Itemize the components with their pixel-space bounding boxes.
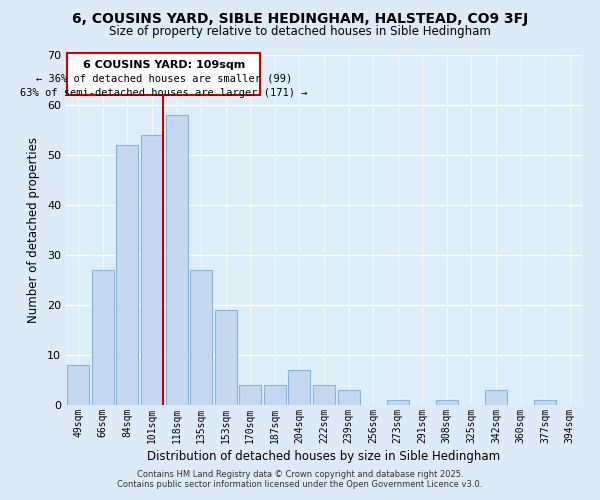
X-axis label: Distribution of detached houses by size in Sible Hedingham: Distribution of detached houses by size … <box>148 450 500 463</box>
Bar <box>239 385 262 405</box>
Bar <box>116 145 139 405</box>
Bar <box>338 390 359 405</box>
Text: ← 36% of detached houses are smaller (99): ← 36% of detached houses are smaller (99… <box>35 74 292 84</box>
Bar <box>190 270 212 405</box>
Bar <box>215 310 237 405</box>
Bar <box>92 270 114 405</box>
Bar <box>289 370 310 405</box>
Text: Size of property relative to detached houses in Sible Hedingham: Size of property relative to detached ho… <box>109 25 491 38</box>
Text: Contains HM Land Registry data © Crown copyright and database right 2025.
Contai: Contains HM Land Registry data © Crown c… <box>118 470 482 489</box>
Bar <box>436 400 458 405</box>
Text: 63% of semi-detached houses are larger (171) →: 63% of semi-detached houses are larger (… <box>20 88 307 98</box>
FancyBboxPatch shape <box>67 52 260 95</box>
Y-axis label: Number of detached properties: Number of detached properties <box>27 137 40 323</box>
Bar <box>534 400 556 405</box>
Bar <box>166 115 188 405</box>
Bar <box>313 385 335 405</box>
Bar <box>67 365 89 405</box>
Bar <box>264 385 286 405</box>
Text: 6 COUSINS YARD: 109sqm: 6 COUSINS YARD: 109sqm <box>83 60 245 70</box>
Bar <box>141 135 163 405</box>
Bar <box>386 400 409 405</box>
Text: 6, COUSINS YARD, SIBLE HEDINGHAM, HALSTEAD, CO9 3FJ: 6, COUSINS YARD, SIBLE HEDINGHAM, HALSTE… <box>72 12 528 26</box>
Bar <box>485 390 507 405</box>
